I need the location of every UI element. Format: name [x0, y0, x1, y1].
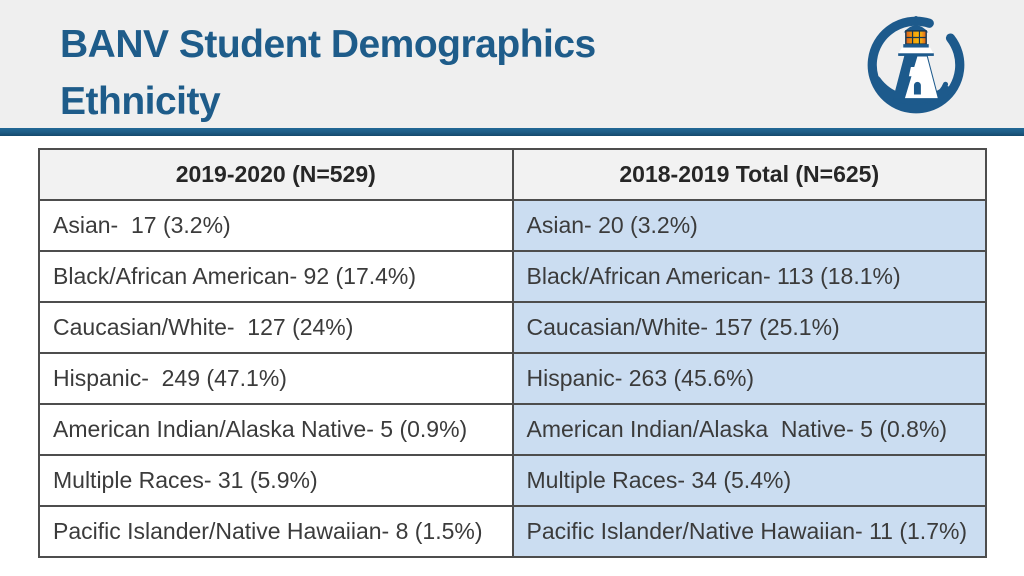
- title-line-1: BANV Student Demographics: [60, 23, 596, 66]
- table-row: Multiple Races- 31 (5.9%) Multiple Races-…: [38, 454, 987, 507]
- cell-2019-2020: Asian- 17 (3.2%): [38, 199, 514, 252]
- table-row: Asian- 17 (3.2%) Asian- 20 (3.2%): [38, 199, 987, 252]
- cell-2019-2020: Pacific Islander/Native Hawaiian- 8 (1.5…: [38, 505, 514, 558]
- table-header: 2019-2020 (N=529) 2018-2019 Total (N=625…: [38, 148, 987, 201]
- column-header-2018-2019: 2018-2019 Total (N=625): [511, 148, 987, 201]
- cell-2019-2020: Multiple Races- 31 (5.9%): [38, 454, 514, 507]
- cell-2019-2020: Hispanic- 249 (47.1%): [38, 352, 514, 405]
- cell-2018-2019: American Indian/Alaska Native- 5 (0.8%): [511, 403, 987, 456]
- cell-2018-2019: Pacific Islander/Native Hawaiian- 11 (1.…: [511, 505, 987, 558]
- cell-2018-2019: Hispanic- 263 (45.6%): [511, 352, 987, 405]
- table-row: Caucasian/White- 127 (24%) Caucasian/Whit…: [38, 301, 987, 354]
- table-row: American Indian/Alaska Native- 5 (0.9%) A…: [38, 403, 987, 456]
- ethnicity-table: 2019-2020 (N=529) 2018-2019 Total (N=625…: [38, 148, 987, 558]
- lighthouse-logo-icon: [867, 16, 965, 114]
- column-header-2019-2020: 2019-2020 (N=529): [38, 148, 514, 201]
- cell-2018-2019: Caucasian/White- 157 (25.1%): [511, 301, 987, 354]
- table-row: Hispanic- 249 (47.1%) Hispanic- 263 (45.6…: [38, 352, 987, 405]
- title-line-2: Ethnicity: [60, 80, 221, 123]
- page-title: BANV Student Demographics Ethnicity: [60, 16, 596, 130]
- cell-2018-2019: Asian- 20 (3.2%): [511, 199, 987, 252]
- table-row: Pacific Islander/Native Hawaiian- 8 (1.5…: [38, 505, 987, 558]
- cell-2018-2019: Black/African American- 113 (18.1%): [511, 250, 987, 303]
- table-body: Asian- 17 (3.2%) Asian- 20 (3.2%) Black/Af…: [38, 199, 987, 558]
- cell-2019-2020: American Indian/Alaska Native- 5 (0.9%): [38, 403, 514, 456]
- table-header-row: 2019-2020 (N=529) 2018-2019 Total (N=625…: [38, 148, 987, 201]
- table-row: Black/African American- 92 (17.4%) Black/…: [38, 250, 987, 303]
- title-divider-rule: [0, 128, 1024, 136]
- cell-2019-2020: Black/African American- 92 (17.4%): [38, 250, 514, 303]
- cell-2018-2019: Multiple Races- 34 (5.4%): [511, 454, 987, 507]
- slide-header: BANV Student Demographics Ethnicity: [0, 0, 1024, 128]
- cell-2019-2020: Caucasian/White- 127 (24%): [38, 301, 514, 354]
